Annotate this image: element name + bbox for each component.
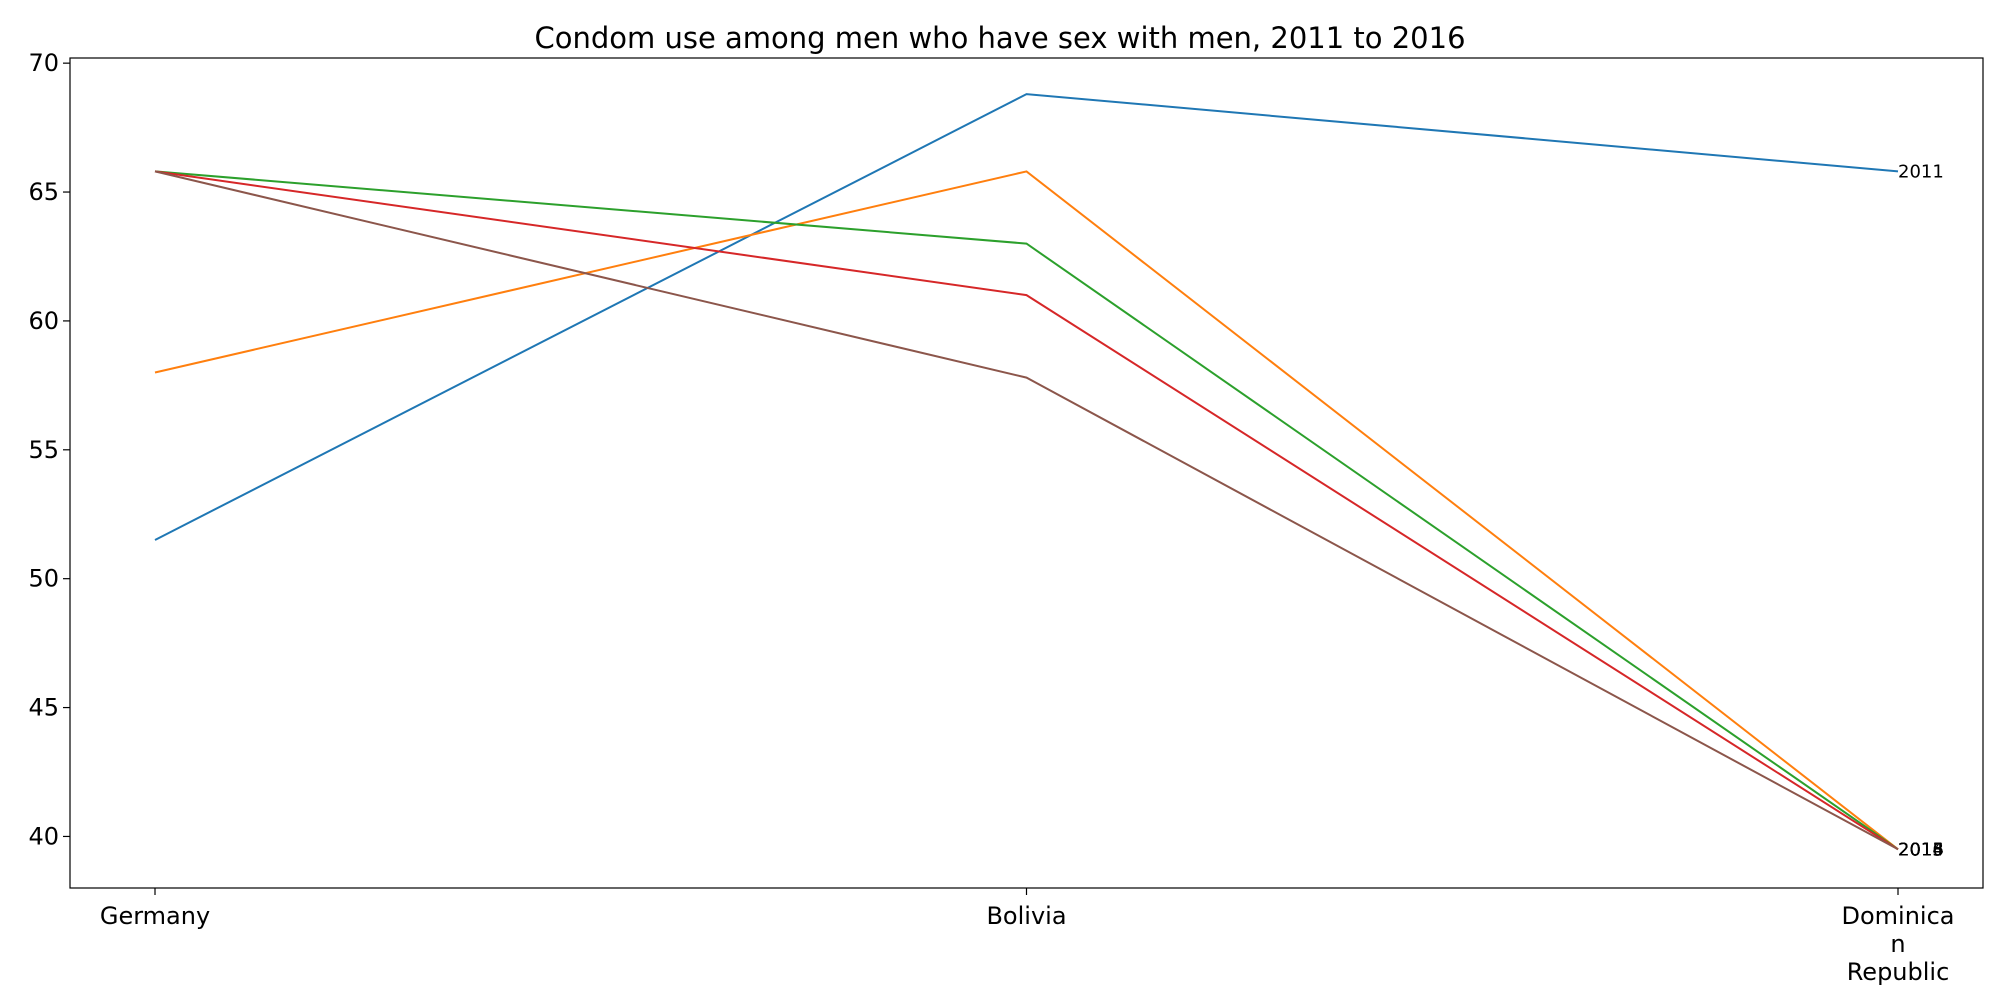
series-line-series-2 xyxy=(154,170,1899,851)
chart-title: Condom use among men who have sex with m… xyxy=(534,21,1465,55)
y-tick-label: 50 xyxy=(28,565,59,593)
y-tick-label: 70 xyxy=(28,49,59,77)
series-end-label: 2011 xyxy=(1898,161,1944,182)
y-tick-label: 55 xyxy=(28,436,59,464)
x-tick-label: Dominica n Republic xyxy=(1842,902,1955,986)
plot-frame xyxy=(69,57,1984,889)
series-end-label: 2014 xyxy=(1898,839,1944,860)
x-tick-label: Germany xyxy=(100,902,210,930)
series-end-label: 2013 xyxy=(1898,839,1944,860)
series-line-series-5 xyxy=(154,170,1899,851)
y-tick-label: 60 xyxy=(28,307,59,335)
series-end-label: 2015 xyxy=(1898,839,1944,860)
y-axis: 40 45 50 55 60 65 70 xyxy=(28,49,70,850)
x-tick-label: Bolivia xyxy=(986,902,1066,930)
series-layer xyxy=(154,93,1899,851)
series-line-series-3 xyxy=(154,170,1899,851)
y-tick-label: 45 xyxy=(28,694,59,722)
y-tick-label: 65 xyxy=(28,178,59,206)
series-end-label: 2016 xyxy=(1898,839,1944,860)
y-tick-label: 40 xyxy=(28,822,59,850)
x-axis: Germany Bolivia Dominica n Republic xyxy=(100,888,1955,986)
series-line-series-4 xyxy=(154,170,1899,851)
series-line-2011 xyxy=(154,93,1899,541)
